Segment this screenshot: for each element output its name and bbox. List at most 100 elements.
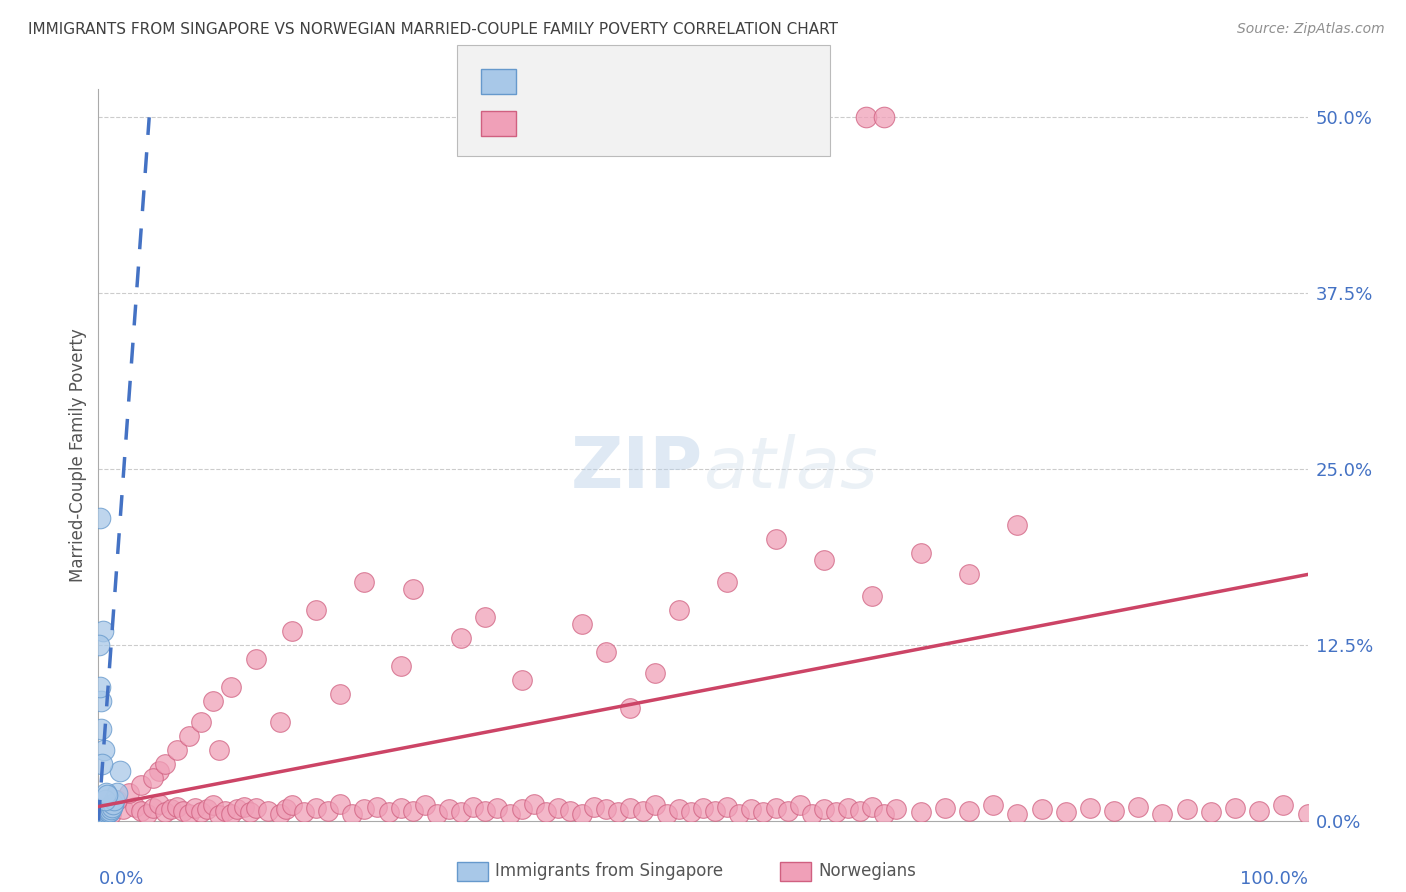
Point xyxy=(498,806,520,821)
Point xyxy=(97,801,120,815)
Point xyxy=(305,801,328,815)
Text: atlas: atlas xyxy=(703,434,877,503)
Point xyxy=(269,715,291,730)
Point xyxy=(245,801,267,815)
Point xyxy=(934,801,956,815)
Point xyxy=(981,798,1004,813)
Point xyxy=(91,757,114,772)
Point xyxy=(97,799,120,814)
Point xyxy=(89,808,111,822)
Point xyxy=(91,811,114,825)
Point xyxy=(98,804,121,818)
Point xyxy=(100,802,122,816)
Point xyxy=(1128,799,1150,814)
Point xyxy=(166,743,188,757)
Point xyxy=(221,806,243,821)
Point xyxy=(619,801,641,815)
Point xyxy=(765,533,787,547)
Point xyxy=(510,673,533,687)
Point xyxy=(245,652,267,666)
Point xyxy=(571,616,593,631)
Point xyxy=(135,806,157,821)
Point xyxy=(1249,804,1271,818)
Point xyxy=(1175,802,1198,816)
Point xyxy=(90,812,112,826)
Point xyxy=(813,553,835,567)
Point xyxy=(172,804,194,818)
Point xyxy=(94,802,117,816)
Point xyxy=(87,638,110,652)
Point xyxy=(190,715,212,730)
Point xyxy=(426,806,449,821)
Point xyxy=(837,801,859,815)
Point xyxy=(91,624,114,638)
Point xyxy=(704,804,727,818)
Point xyxy=(1152,806,1174,821)
Point xyxy=(129,804,152,818)
Point xyxy=(523,797,546,811)
Point xyxy=(93,810,115,824)
Point xyxy=(87,811,110,825)
Point xyxy=(437,802,460,816)
Point xyxy=(765,801,787,815)
Point xyxy=(1007,806,1029,821)
Point xyxy=(118,785,141,799)
Point xyxy=(195,802,218,816)
Point xyxy=(160,802,183,816)
Point xyxy=(1031,802,1053,816)
Point xyxy=(1223,801,1246,815)
Point xyxy=(90,809,112,823)
Text: N = 123: N = 123 xyxy=(668,114,742,132)
Point xyxy=(402,804,425,818)
Point xyxy=(148,764,170,779)
Text: Immigrants from Singapore: Immigrants from Singapore xyxy=(495,863,723,880)
Point xyxy=(208,743,231,757)
Point xyxy=(329,797,352,811)
Point xyxy=(644,665,666,680)
Point xyxy=(90,808,112,822)
Point xyxy=(103,792,125,806)
Point xyxy=(105,792,128,806)
Point xyxy=(89,806,111,821)
Point xyxy=(668,802,690,816)
Point xyxy=(463,799,485,814)
Point xyxy=(849,804,872,818)
Point xyxy=(93,743,115,757)
Point xyxy=(860,589,883,603)
Point xyxy=(583,799,606,814)
Point xyxy=(214,804,236,818)
Point xyxy=(98,805,121,820)
Point xyxy=(89,812,111,826)
Point xyxy=(269,806,291,821)
Point xyxy=(534,805,557,820)
Point xyxy=(631,804,654,818)
Point xyxy=(716,799,738,814)
Point xyxy=(153,757,176,772)
Point xyxy=(94,792,117,806)
Point xyxy=(94,808,117,822)
Point xyxy=(93,804,115,818)
Point xyxy=(1102,804,1125,818)
Point xyxy=(93,805,115,820)
Point xyxy=(389,801,412,815)
Point xyxy=(89,680,111,694)
Point xyxy=(716,574,738,589)
Point xyxy=(93,812,115,826)
Point xyxy=(1078,801,1101,815)
Point xyxy=(90,810,112,824)
Point xyxy=(100,799,122,814)
Point xyxy=(202,798,225,813)
Point xyxy=(96,805,118,820)
Point xyxy=(226,802,249,816)
Point xyxy=(305,602,328,616)
Point xyxy=(184,801,207,815)
Point xyxy=(90,811,112,825)
Point xyxy=(93,809,115,823)
Point xyxy=(129,779,152,793)
Point xyxy=(281,624,304,638)
Point xyxy=(281,798,304,813)
Point xyxy=(825,805,848,820)
Point xyxy=(619,701,641,715)
Point xyxy=(91,808,114,822)
Point xyxy=(202,694,225,708)
